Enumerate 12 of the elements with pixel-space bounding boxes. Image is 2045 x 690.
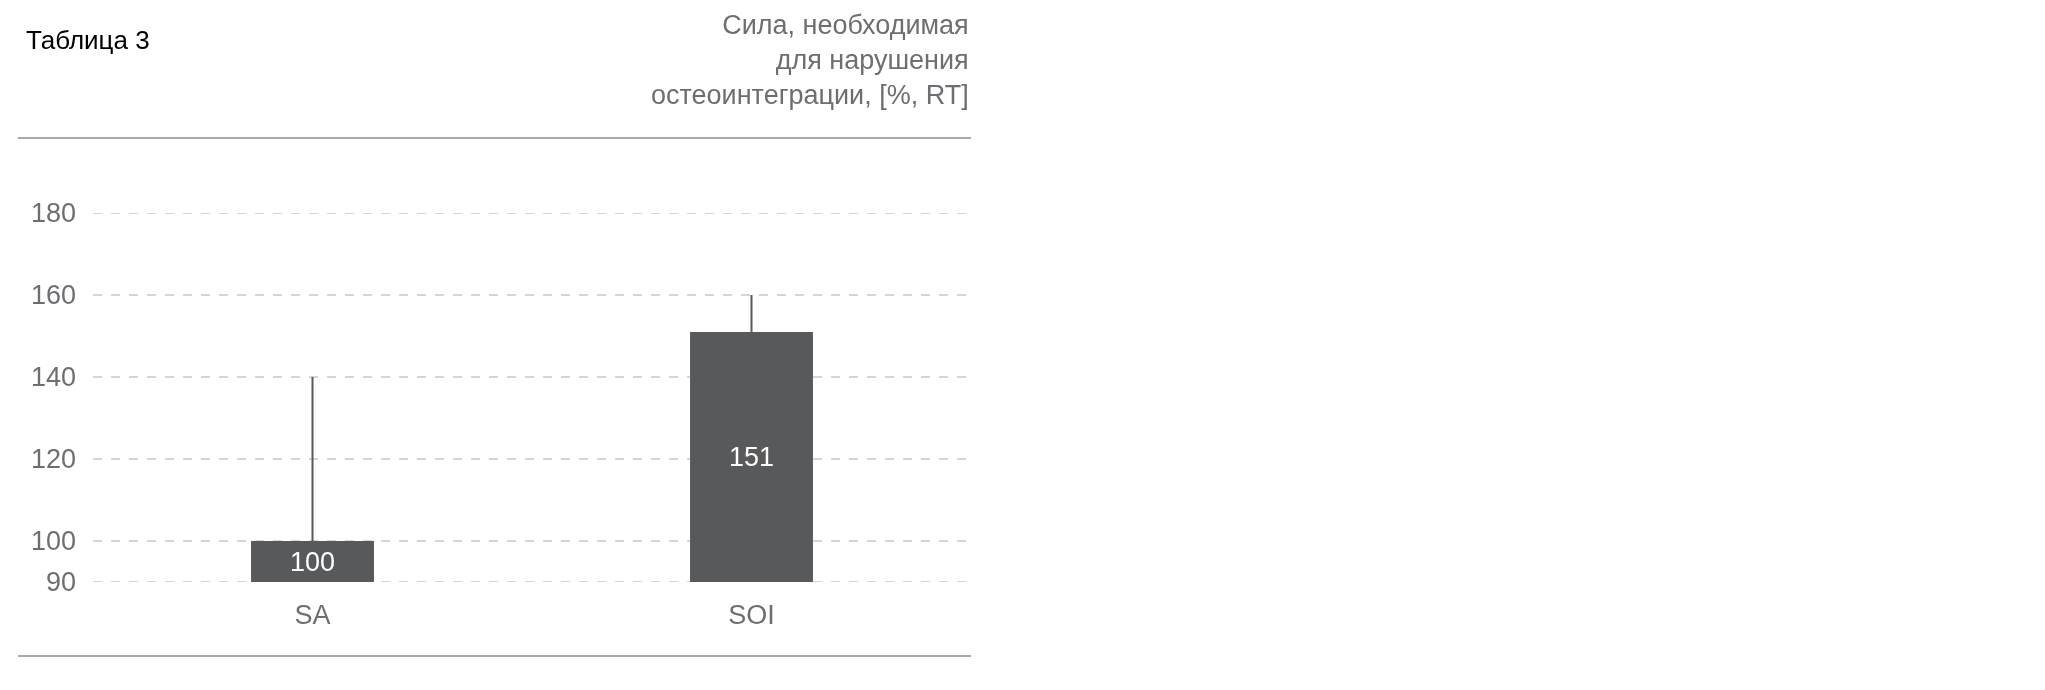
y-tick-label: 160: [30, 280, 76, 311]
data-label: 151: [729, 442, 775, 472]
y-axis-title: Сила, необходимая для нарушения остеоинтеграции, [%, RT]: [651, 10, 969, 111]
y-tick-label: 90: [45, 567, 76, 598]
x-tick-label: SOI: [728, 600, 775, 630]
y-tick-label: 100: [30, 526, 76, 557]
y-tick-label: 120: [30, 444, 76, 475]
data-label: 100: [290, 547, 336, 577]
y-tick-label: 140: [30, 362, 76, 393]
chart-title: Таблица 3: [26, 25, 150, 56]
x-tick-label: SA: [294, 600, 331, 630]
y-tick-label: 180: [30, 198, 76, 229]
